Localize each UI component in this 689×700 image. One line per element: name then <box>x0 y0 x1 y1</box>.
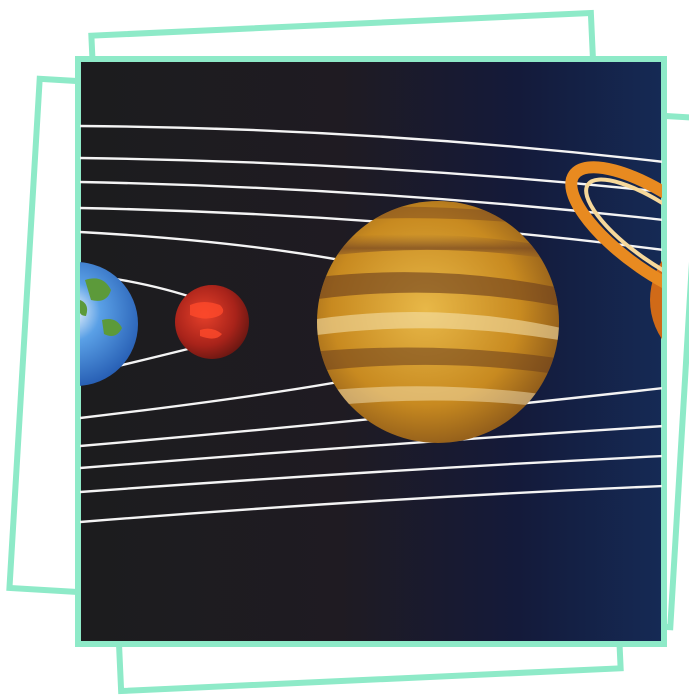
solar-system <box>80 124 662 524</box>
saturn <box>565 161 662 340</box>
earth-land <box>80 278 122 336</box>
jupiter <box>317 201 559 443</box>
saturn-ring <box>565 161 662 309</box>
mars-surface <box>190 302 224 339</box>
orbit <box>80 454 662 494</box>
mars-globe <box>175 285 249 359</box>
orbit <box>80 156 662 193</box>
orbit <box>80 424 662 470</box>
mars <box>175 285 249 359</box>
orbit <box>80 124 662 163</box>
earth <box>80 262 138 386</box>
saturn-ring <box>584 177 662 293</box>
orbit <box>80 378 351 420</box>
orbit <box>80 484 662 524</box>
